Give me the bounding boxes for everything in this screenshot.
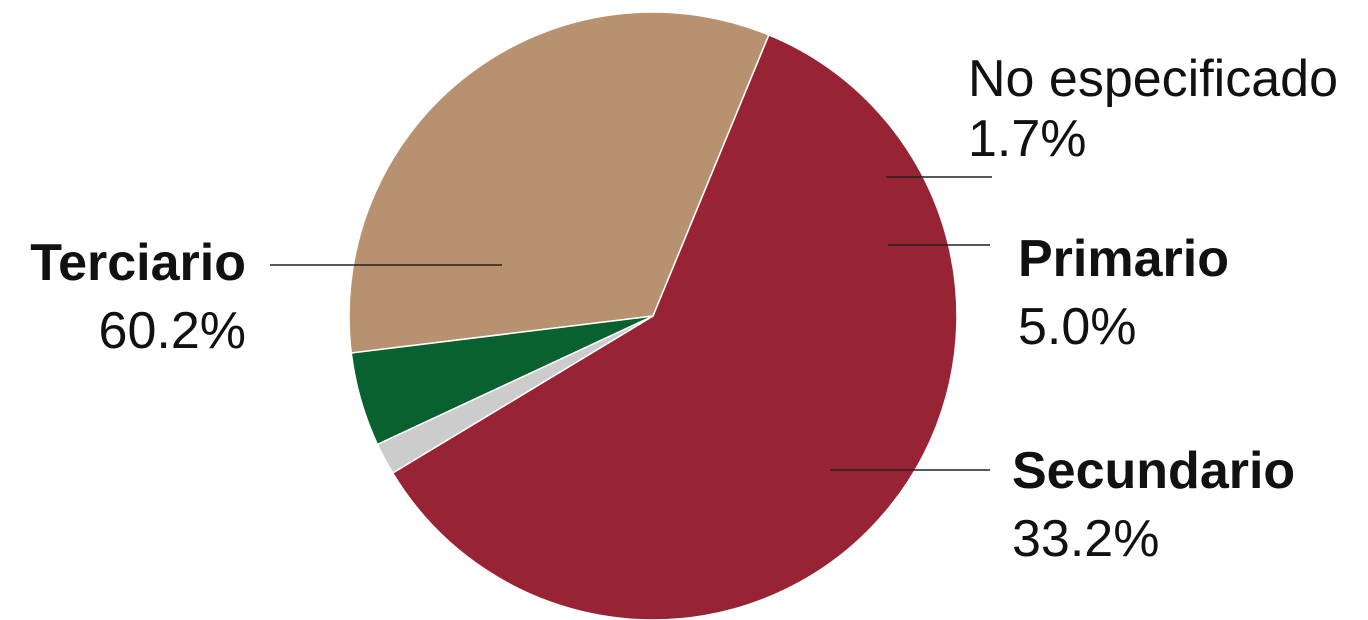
slice-value-primario: 5.0% xyxy=(1018,298,1137,356)
leader-lines xyxy=(270,176,992,471)
pie-slice-secundario xyxy=(348,11,770,354)
slice-label-primario: Primario xyxy=(1018,230,1229,288)
slice-value-terciario: 60.2% xyxy=(99,302,246,360)
slice-label-no-especificado: No especificado xyxy=(968,50,1338,108)
slice-labels: Secundario 33.2% Terciario 60.2% No especifi… xyxy=(30,50,1338,568)
pie-slice-terciario xyxy=(391,33,958,620)
slice-value-secundario: 33.2% xyxy=(1012,510,1159,568)
pie-slice-primario xyxy=(350,315,654,446)
pie-slices xyxy=(348,11,958,620)
slice-label-terciario: Terciario xyxy=(30,234,246,292)
slice-value-no-especificado: 1.7% xyxy=(968,110,1087,168)
slice-label-secundario: Secundario xyxy=(1012,442,1295,500)
